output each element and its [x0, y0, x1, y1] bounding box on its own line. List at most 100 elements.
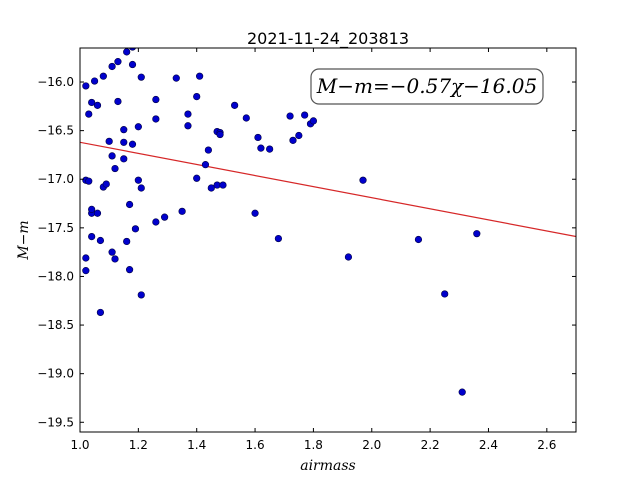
data-point — [359, 176, 367, 184]
data-point — [114, 97, 122, 106]
annotation-box — [310, 68, 544, 105]
data-point — [301, 111, 309, 119]
data-point — [184, 110, 192, 118]
data-point — [414, 235, 423, 244]
data-point — [134, 176, 142, 184]
data-point — [193, 93, 201, 101]
data-point — [137, 73, 145, 81]
data-point — [82, 267, 90, 275]
data-point — [289, 136, 297, 144]
fit-line — [80, 141, 576, 238]
data-point — [108, 152, 116, 160]
data-point — [126, 200, 134, 209]
y-tick-label: −18.5 — [37, 318, 74, 332]
data-point — [201, 161, 210, 169]
data-point — [295, 131, 303, 140]
data-point — [123, 48, 131, 56]
x-tick-label: 2.0 — [362, 438, 381, 452]
x-tick-label: 2.2 — [421, 438, 440, 452]
x-axis-label: airmass — [300, 458, 356, 474]
data-point — [96, 236, 105, 245]
data-point — [161, 213, 169, 221]
y-tick-label: −17.5 — [37, 221, 74, 235]
data-point — [178, 207, 186, 215]
data-point — [134, 123, 142, 131]
axes-frame — [79, 47, 577, 433]
data-point — [254, 133, 262, 142]
data-point — [120, 138, 128, 146]
data-point — [242, 114, 250, 122]
data-point — [251, 209, 259, 217]
data-point — [93, 101, 102, 109]
data-point — [207, 184, 215, 192]
data-point — [88, 232, 96, 241]
data-point — [85, 110, 93, 118]
data-point — [274, 234, 283, 243]
data-point — [152, 218, 160, 226]
fit-equation-annotation: M−m=−0.57χ−16.05 — [316, 74, 537, 98]
data-point — [102, 180, 110, 188]
data-point — [216, 130, 224, 139]
y-tick-label: −18.0 — [37, 269, 74, 283]
y-tick-label: −16.0 — [37, 75, 74, 89]
data-point — [128, 60, 137, 69]
data-point — [108, 62, 116, 71]
data-point — [137, 291, 145, 299]
chart-title: 2021-11-24_203813 — [247, 29, 409, 49]
x-tick-label: 2.6 — [537, 438, 556, 452]
data-point — [93, 209, 102, 217]
data-point — [129, 48, 136, 51]
data-point — [82, 254, 90, 262]
data-point — [131, 225, 140, 233]
data-point — [128, 140, 137, 148]
data-point — [85, 177, 93, 185]
data-point — [193, 174, 201, 182]
data-point — [458, 388, 466, 396]
data-point — [114, 58, 122, 66]
data-point — [96, 308, 105, 317]
data-point — [219, 181, 227, 189]
x-tick-label: 1.6 — [246, 438, 265, 452]
data-point — [286, 112, 294, 120]
data-point — [184, 122, 192, 130]
data-point — [90, 77, 99, 85]
data-point — [111, 255, 119, 263]
data-point — [152, 95, 160, 104]
data-point — [172, 74, 180, 82]
x-tick-label: 2.4 — [479, 438, 498, 452]
data-point — [82, 82, 90, 90]
data-point — [473, 230, 481, 238]
x-tick-label: 1.0 — [70, 438, 89, 452]
x-tick-label: 1.8 — [304, 438, 323, 452]
data-point — [126, 266, 134, 274]
data-point — [257, 144, 265, 152]
data-point — [88, 98, 96, 107]
data-point — [204, 146, 212, 154]
y-tick-label: −19.0 — [37, 367, 74, 381]
y-tick-label: −19.5 — [37, 415, 74, 429]
data-point — [108, 248, 116, 256]
y-tick-label: −17.0 — [37, 172, 74, 186]
data-point — [120, 126, 128, 134]
data-point — [152, 115, 160, 123]
data-point — [441, 290, 449, 298]
x-tick-label: 1.4 — [187, 438, 206, 452]
data-point — [120, 155, 128, 163]
data-point — [344, 253, 353, 261]
data-point — [105, 137, 113, 145]
plot-area: 1.0 1.2 1.4 1.6 1.8 2.0 2.2 2.4 2.6 −16.0 −16.5 −17… — [37, 47, 577, 452]
data-point — [111, 164, 119, 173]
data-point — [88, 205, 96, 213]
data-point — [137, 184, 145, 192]
y-tick-label: −16.5 — [37, 124, 74, 138]
data-point — [196, 72, 204, 80]
x-tick-label: 1.2 — [129, 438, 148, 452]
data-point — [123, 237, 131, 246]
data-point — [309, 117, 318, 125]
data-point — [266, 145, 274, 153]
y-axis-label: M−m — [16, 220, 32, 260]
data-point — [99, 72, 107, 80]
data-point — [231, 101, 239, 109]
